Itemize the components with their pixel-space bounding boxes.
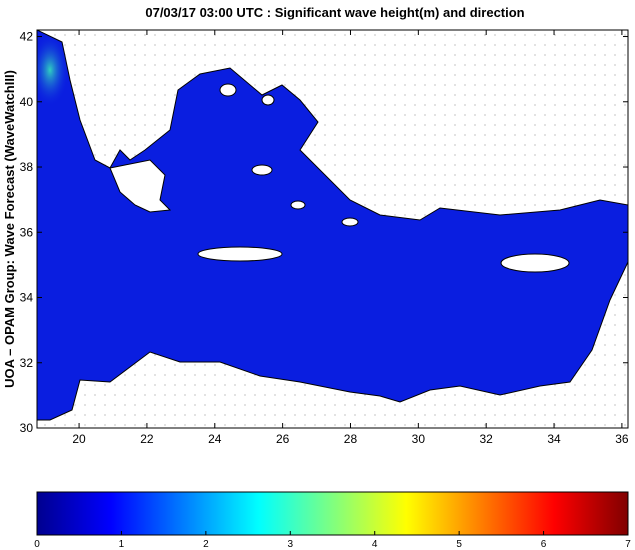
- plot-frame: [36, 29, 629, 429]
- x-tick-label: 26: [276, 432, 290, 446]
- x-tick-label: 36: [615, 432, 629, 446]
- colorbar-tick-label: 1: [119, 539, 125, 550]
- sea: [37, 30, 628, 421]
- y-tick-label: 38: [20, 160, 34, 174]
- island: [219, 83, 237, 97]
- colorbar-tick-label: 7: [625, 539, 631, 550]
- colorbar-tick-label: 2: [203, 539, 209, 550]
- x-tick-label: 32: [480, 432, 494, 446]
- y-axis-label: UOA – OPAM Group: Wave Forecast (WaveWat…: [2, 70, 17, 388]
- crete: [197, 246, 283, 262]
- y-tick-label: 34: [20, 291, 34, 305]
- x-tick-label: 20: [72, 432, 86, 446]
- map-title: 07/03/17 03:00 UTC : Significant wave he…: [145, 5, 524, 20]
- colorbar-tick-label: 6: [541, 539, 547, 550]
- map-area: [37, 30, 628, 428]
- peloponnese: [109, 159, 172, 213]
- x-tick-label: 22: [140, 432, 154, 446]
- colorbar-tick-label: 4: [372, 539, 378, 550]
- cyprus: [500, 253, 570, 273]
- colorbar-tick-label: 5: [456, 539, 462, 550]
- x-tick-label: 28: [344, 432, 358, 446]
- y-tick-label: 40: [20, 95, 34, 109]
- island: [290, 200, 306, 210]
- y-tick-label: 42: [20, 30, 34, 44]
- y-tick-label: 36: [20, 225, 34, 239]
- y-tick-label: 32: [20, 356, 34, 370]
- x-tick-label: 24: [208, 432, 222, 446]
- island: [261, 94, 275, 106]
- colorbar-tick-label: 3: [288, 539, 294, 550]
- wave-peak: [37, 35, 68, 105]
- x-tick-label: 30: [412, 432, 426, 446]
- x-tick-label: 34: [547, 432, 561, 446]
- y-tick-label: 30: [20, 421, 34, 435]
- colorbar: [36, 491, 629, 536]
- island: [251, 164, 273, 176]
- island: [341, 217, 359, 227]
- colorbar-tick-label: 0: [34, 539, 40, 550]
